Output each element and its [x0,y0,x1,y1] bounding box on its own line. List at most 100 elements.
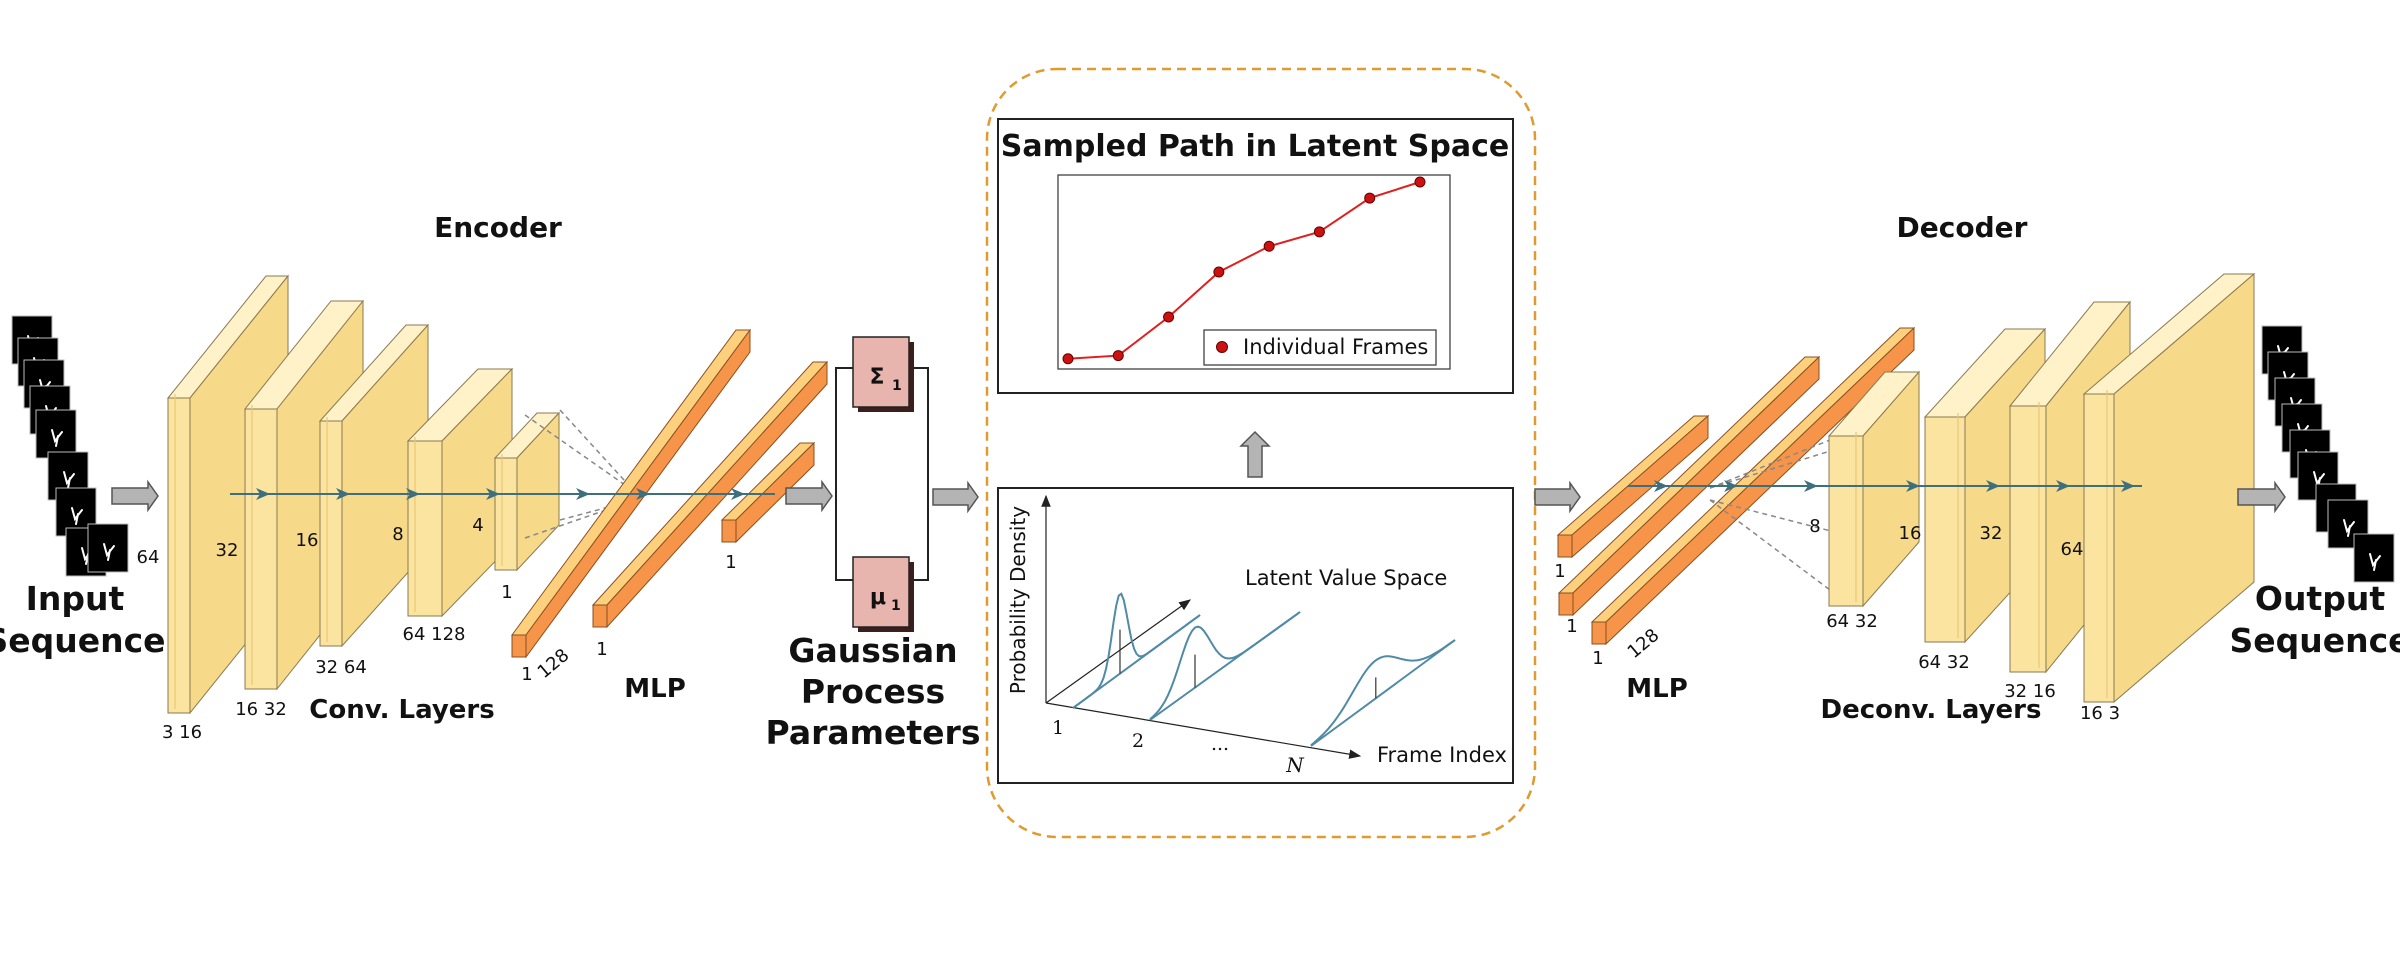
input-frame-9-digit [103,543,115,561]
gp-params [835,336,929,632]
dec-conv-sheet-4 [2106,390,2108,698]
enc-flow-arrowhead-3 [406,488,420,500]
enc-mlp-dim-1: 1 [521,664,532,685]
encoder-flow-arrows [256,488,745,500]
latent-chart [1062,176,1426,365]
tick-1: 1 [1052,717,1064,739]
latent-plot-title: Sampled Path in Latent Space [1001,129,1509,164]
enc-channels-3: 32 64 [315,657,367,678]
input-frame-5-digit [51,429,63,447]
enc-conv-block-1-front [167,397,191,714]
enc-channels-1: 3 16 [162,722,202,743]
input-frame-5 [35,409,77,459]
deconv-layers-label: Deconv. Layers [1821,695,2042,725]
mu-subscript: 1 [891,598,901,614]
dec-size-8: 8 [1809,516,1820,537]
density-panel [997,487,1514,784]
enc-conv-block-2-front [244,408,278,690]
dec-size-16: 16 [1899,523,1922,544]
gp-label-line1: Gaussian [788,631,957,670]
latent-path-line [1067,181,1421,360]
dec-mlp-dim-128: 128 [1624,625,1664,663]
latent-point-2 [1112,350,1124,362]
latent-to-decoder-arrow [1534,480,1581,514]
density-curve-3-baseline [1310,639,1456,747]
gp-to-latent-arrow [932,480,979,514]
dec-conv-sheet-2 [1957,413,1959,638]
enc-mlp-dim-128: 128 [534,645,574,683]
enc-conv-sheet-4 [414,437,416,612]
dec-conv-block-3-front [2009,405,2047,673]
dec-channels-2: 64 32 [1918,652,1970,673]
latent-point-4 [1213,266,1225,278]
input-label-line1: Input [26,579,125,618]
enc-conv-sheet-2 [251,405,253,685]
dec-conv-sheet-3 [2038,402,2040,668]
enc-channels-2: 16 32 [235,699,287,720]
input-frame-5-bg [35,409,77,459]
legend-label: Individual Frames [1243,335,1428,359]
density-curve-3-curve [1310,639,1456,747]
legend-marker [1216,341,1228,353]
density-axes [1041,494,1362,759]
dec-flow-arrowhead-2 [1724,480,1738,492]
dec-conv-block-4-front [2083,393,2115,703]
enc-flow-arrowhead-2 [336,488,350,500]
output-frame-8-digit [2343,519,2355,537]
sigma-param-box [852,336,910,408]
enc-conv-block-5 [493,411,561,572]
dec-conv-sheet-1 [1855,432,1857,602]
gp-label-line3: Parameters [766,713,981,752]
enc-mlp-bar-1-front [511,634,527,658]
decoder-flow-arrows [1654,480,2135,492]
enc-flow-arrowhead-5 [576,488,590,500]
enc-flat-label: 1 [501,582,512,603]
input-frame-6-digit [63,471,75,489]
density-curves [1072,592,1456,747]
dec-flow-arrowhead-7 [2121,480,2135,492]
enc-mlp-dim-2: 1 [596,639,607,660]
up-arrow [1239,430,1271,478]
latent-point-8 [1414,176,1426,188]
input-size-label: 64 [137,547,160,568]
enc-size-4: 4 [472,515,483,536]
enc-conv-block-5-front [494,457,518,571]
enc-channels-4: 64 128 [403,624,466,645]
gp-label-line2: Process [801,672,945,711]
dec-channels-1: 64 32 [1826,611,1878,632]
latent-point-1 [1062,353,1074,365]
tick-dots: ... [1211,733,1229,755]
mlp-to-gp-arrow [785,479,833,513]
input-label-line2: Sequence [0,621,166,660]
enc-size-32: 32 [216,540,239,561]
dec-flow-arrowhead-3 [1804,480,1818,492]
dec-mlp-dim-2: 1 [1566,616,1577,637]
enc-mlp-label: MLP [624,674,686,704]
density-curve-3 [1310,639,1456,747]
latent-point-7 [1364,192,1376,204]
dec-mlp-bar-1-front [1557,534,1573,558]
enc-conv-sheet-1 [174,394,176,709]
input-frame-9 [87,523,129,573]
enc-flow-arrowhead-7 [731,488,745,500]
latent-dashed-border [985,67,1537,839]
enc-flow-arrowhead-4 [486,488,500,500]
frame-index-label: Frame Index [1377,743,1507,767]
dec-conv-block-1-front [1828,435,1864,607]
output-frame-9-bg [2353,533,2395,583]
density-curve-2 [1149,611,1301,721]
latent-legend-box [1203,329,1437,366]
enc-mlp-bar-3-front [721,519,737,543]
dec-size-32: 32 [1980,523,2003,544]
dec-channels-4: 16 3 [2080,703,2120,724]
density-curve-1 [1072,592,1201,709]
enc-flow-arrowhead-6 [636,488,650,500]
dec-mlp-label: MLP [1626,674,1688,704]
output-frames [2261,325,2395,583]
density-curve-2-curve [1149,611,1301,721]
input-frame-7-digit [71,507,83,525]
enc-mlp-bar-2-front [592,604,608,628]
latent-point-5 [1263,240,1275,252]
output-frame-9 [2353,533,2395,583]
